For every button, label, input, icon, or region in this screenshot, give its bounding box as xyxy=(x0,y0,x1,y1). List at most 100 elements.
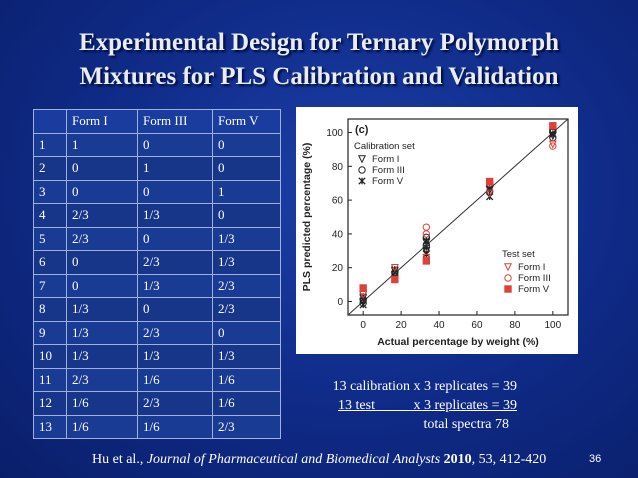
row-index-cell: 3 xyxy=(33,179,67,204)
y-tick-label: 60 xyxy=(332,196,344,207)
test-count: 13 test x 3 replicates = 39 xyxy=(338,398,517,413)
x-tick-label: 60 xyxy=(471,320,483,331)
table-row: 5 2/3 0 1/3 xyxy=(33,226,281,251)
fraction-cell: 0 xyxy=(137,226,213,251)
calibration-plot: 0 20 40 60 80 100 0 20 40 60 80 100 Actual percentag… xyxy=(296,107,578,354)
data-point-test-form-i xyxy=(485,189,494,198)
table-row: 7 0 1/3 2/3 xyxy=(33,273,281,298)
row-index-cell: 4 xyxy=(33,203,67,228)
row-index-cell: 8 xyxy=(33,297,67,322)
table-row: 13 1/6 1/6 2/3 xyxy=(33,414,281,439)
fraction-cell: 1/6 xyxy=(66,414,138,439)
fraction-cell: 1/3 xyxy=(66,297,138,322)
legend-entry-calibration: Form V xyxy=(372,176,404,187)
fraction-cell: 0 xyxy=(212,203,281,228)
fraction-cell: 1/3 xyxy=(212,344,281,369)
row-index-cell: 12 xyxy=(33,391,67,416)
fraction-cell: 1/3 xyxy=(137,344,213,369)
fraction-cell: 0 xyxy=(137,132,213,157)
fraction-cell: 0 xyxy=(212,320,281,345)
data-point-test-form-v xyxy=(359,284,367,292)
fraction-cell: 1 xyxy=(66,132,138,157)
fraction-cell: 1/3 xyxy=(212,226,281,251)
table-row: 9 1/3 2/3 0 xyxy=(33,320,281,345)
identity-line xyxy=(347,118,569,316)
fraction-cell: 1/6 xyxy=(66,391,138,416)
table-row: 8 1/3 0 2/3 xyxy=(33,297,281,322)
x-tick-label: 40 xyxy=(433,320,445,331)
legend-entry-calibration: Form III xyxy=(372,165,405,176)
fraction-cell: 0 xyxy=(66,156,138,181)
citation-journal: Journal of Pharmaceutical and Biomedical… xyxy=(146,452,441,467)
chart-title: (c) xyxy=(355,124,369,136)
row-index-cell: 7 xyxy=(33,273,67,298)
fraction-cell: 1/6 xyxy=(212,367,281,392)
title-line-1: Experimental Design for Ternary Polymorp… xyxy=(78,29,560,56)
slide-title: Experimental Design for Ternary Polymorp… xyxy=(0,26,638,94)
legend-marker-calibration xyxy=(358,177,366,185)
page-number: 36 xyxy=(589,453,602,465)
fraction-cell: 2/3 xyxy=(66,203,138,228)
citation-authors: Hu et al., xyxy=(92,452,147,467)
fraction-cell: 2/3 xyxy=(212,273,281,298)
data-point-calibration-form-v xyxy=(549,130,557,138)
y-tick-label: 0 xyxy=(337,297,343,308)
data-point-test-form-iii xyxy=(422,223,431,231)
y-tick-label: 100 xyxy=(326,128,343,139)
title-line-2: Mixtures for PLS Calibration and Validat… xyxy=(79,63,559,90)
fraction-cell: 1/6 xyxy=(212,391,281,416)
data-point-test-form-v xyxy=(549,122,557,130)
plot-svg: 0 20 40 60 80 100 0 20 40 60 80 100 Actual percentag… xyxy=(301,118,569,348)
legend-entry-test: Form V xyxy=(518,284,550,295)
fraction-cell: 0 xyxy=(212,132,281,157)
y-tick-label: 20 xyxy=(332,263,344,274)
table-header-row: Form I Form III Form V xyxy=(33,109,281,134)
table-header-form-i: Form I xyxy=(66,109,138,134)
replicate-summary: 13 calibration x 3 replicates = 39 13 te… xyxy=(307,377,517,434)
table-row: 12 1/6 2/3 1/6 xyxy=(33,391,281,416)
fraction-cell: 1/3 xyxy=(137,273,213,298)
legend-entry-calibration: Form I xyxy=(372,154,399,165)
legend-marker-test xyxy=(504,285,512,293)
data-point-test-form-v xyxy=(485,177,494,186)
fraction-cell: 1/3 xyxy=(137,203,213,228)
data-point-test-form-i xyxy=(548,140,557,149)
plot-frame xyxy=(347,118,569,316)
fraction-cell: 2/3 xyxy=(137,320,213,345)
data-point-test-form-v xyxy=(391,275,399,284)
row-index-cell: 10 xyxy=(33,344,67,369)
data-point-test-form-v xyxy=(422,257,431,265)
fraction-cell: 1 xyxy=(137,156,213,181)
legend-marker-calibration xyxy=(358,166,366,174)
fraction-cell: 0 xyxy=(137,179,213,204)
fraction-cell: 2/3 xyxy=(212,414,281,439)
table-header-index xyxy=(33,109,67,134)
x-tick-label: 20 xyxy=(396,320,408,331)
legend-marker-test xyxy=(503,263,513,272)
x-tick-label: 100 xyxy=(544,320,561,331)
row-index-cell: 1 xyxy=(33,132,67,157)
row-index-cell: 13 xyxy=(33,414,67,439)
data-point-calibration-form-v xyxy=(359,301,367,309)
data-point-calibration-form-v xyxy=(422,243,430,252)
row-index-cell: 6 xyxy=(33,250,67,275)
table-row: 4 2/3 1/3 0 xyxy=(33,203,281,228)
y-axis-label: PLS predicted percentage (%) xyxy=(301,143,313,292)
fraction-cell: 0 xyxy=(66,250,138,275)
fraction-cell: 0 xyxy=(137,297,213,322)
citation-year: 2010 xyxy=(443,452,472,467)
table-row: 11 2/3 1/6 1/6 xyxy=(33,367,281,392)
fraction-cell: 0 xyxy=(66,273,138,298)
row-index-cell: 5 xyxy=(33,226,67,251)
design-table: Form I Form III Form V 1 1 0 0 2 0 1 0 3 0 0 1 4 2/3 1… xyxy=(33,109,281,439)
fraction-cell: 1/3 xyxy=(66,344,138,369)
fraction-cell: 2/3 xyxy=(212,297,281,322)
fraction-cell: 0 xyxy=(212,156,281,181)
fraction-cell: 2/3 xyxy=(137,250,213,275)
row-index-cell: 11 xyxy=(33,367,67,392)
fraction-cell: 2/3 xyxy=(137,391,213,416)
legend-entry-test: Form III xyxy=(518,273,551,284)
table-body: 1 1 0 0 2 0 1 0 3 0 0 1 4 2/3 1/3 0 5 2/3 0 1/3 6 0 2/3 1/3 7 0 1/… xyxy=(33,132,281,439)
fraction-cell: 2/3 xyxy=(66,226,138,251)
